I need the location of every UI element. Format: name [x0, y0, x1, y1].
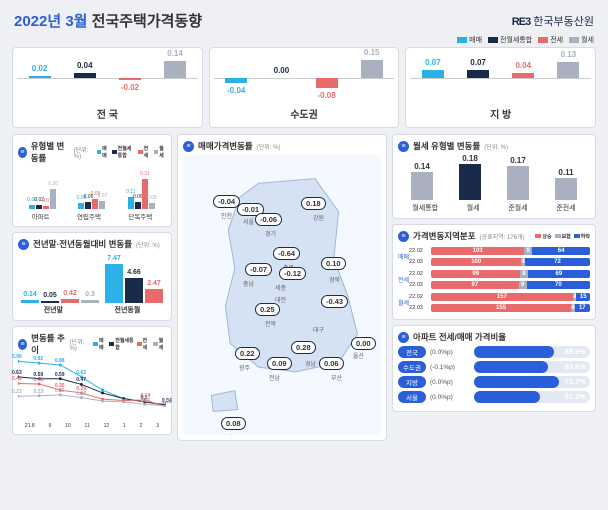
page-title: 2022년 3월 전국주택가격동향	[14, 10, 202, 31]
card-type-rate: ≡유형별 변동률(단위: %)매매전월세통합전세월세0.020.02-0.010…	[12, 134, 172, 227]
left-column: ≡유형별 변동률(단위: %)매매전월세통합전세월세0.020.02-0.010…	[12, 134, 172, 441]
header: 2022년 3월 전국주택가격동향 RE3 한국부동산원	[6, 6, 602, 35]
center-column: ≡매매가격변동률(단위: %)인천서울경기강원충북충남세종대전경북전북대구울산광…	[177, 134, 387, 441]
card-ratio: ≡아파트 전세/매매 가격비율전국(0.0%p)68.9%수도권(-0.1%p)…	[392, 325, 596, 412]
main-grid: ≡유형별 변동률(단위: %)매매전월세통합전세월세0.020.02-0.010…	[6, 134, 602, 441]
card-trend: ≡변동률 추이(단위: %)매매전월세통합전세월세0.960.920.880.6…	[12, 326, 172, 435]
card-monthly-rent: ≡월세 유형별 변동률(단위: %)0.140.180.170.11월세통합월세…	[392, 134, 596, 219]
title-date: 2022년 3월	[14, 13, 87, 30]
logo-text: 한국부동산원	[533, 16, 594, 28]
title-text: 전국주택가격동향	[92, 13, 202, 30]
card-map: ≡매매가격변동률(단위: %)인천서울경기강원충북충남세종대전경북전북대구울산광…	[177, 134, 387, 441]
top-legend: 매매전월세통합전세월세	[6, 35, 602, 47]
card-region-dist: ≡가격변동지역분포(공표지역: 176개)상승보합하락매매22.02103964…	[392, 224, 596, 320]
top-charts: 0.02 0.04 -0.02 0.14전 국 -0.04 0.00 -0.08…	[6, 47, 602, 128]
logo: RE3 한국부동산원	[512, 13, 594, 29]
right-column: ≡월세 유형별 변동률(단위: %)0.140.180.170.11월세통합월세…	[392, 134, 596, 441]
card-yoy-rate: ≡전년말·전년동월대비 변동률(단위: %)0.140.050.420.37.4…	[12, 232, 172, 321]
logo-mark: RE3	[512, 16, 530, 28]
